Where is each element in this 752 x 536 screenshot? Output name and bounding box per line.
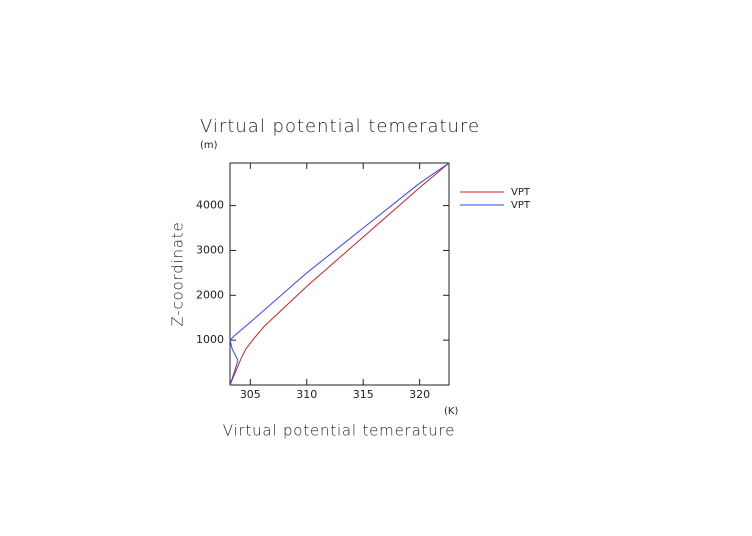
plot-frame [229,162,450,386]
legend-label: VPT [511,187,531,198]
y-tick-label: 3000 [196,243,224,256]
x-unit: (K) [444,406,458,417]
data-line [229,162,450,386]
y-tick-label: 4000 [196,199,224,212]
chart-title: Virtual potential temerature [200,116,480,137]
y-axis-label: Z-coordinate [169,221,187,326]
y-unit: (m) [200,140,218,151]
x-tick-label: 320 [409,388,430,401]
x-tick-label: 305 [240,388,261,401]
x-tick-label: 315 [353,388,374,401]
y-tick-label: 2000 [196,288,224,301]
x-tick-label: 310 [296,388,317,401]
legend-label: VPT [511,200,531,211]
x-axis-label: Virtual potential temerature [223,422,455,440]
data-line [229,162,450,386]
y-tick-label: 1000 [196,333,224,346]
